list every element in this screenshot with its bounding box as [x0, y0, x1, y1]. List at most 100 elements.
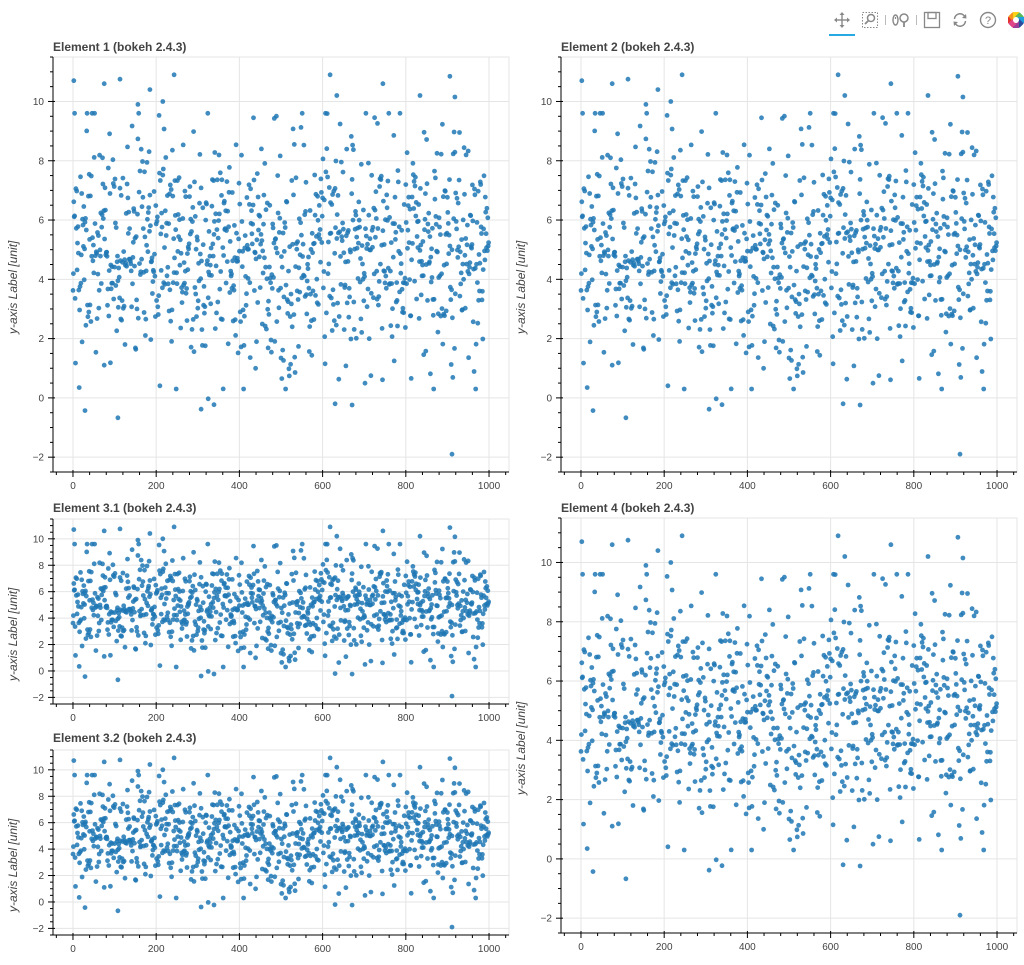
plot-frame [53, 57, 509, 472]
svg-text:1000: 1000 [478, 944, 501, 955]
svg-text:600: 600 [314, 481, 331, 492]
wheel-zoom-tool-button[interactable] [887, 7, 915, 33]
scatter-points [71, 525, 491, 699]
svg-text:0: 0 [38, 393, 44, 404]
scatter-points [71, 72, 491, 456]
svg-text:1000: 1000 [478, 481, 501, 492]
svg-text:2: 2 [38, 871, 44, 882]
pan-tool-button[interactable] [828, 7, 856, 33]
svg-text:800: 800 [397, 944, 414, 955]
svg-text:400: 400 [231, 713, 248, 724]
svg-text:2: 2 [38, 640, 44, 651]
svg-text:0: 0 [70, 481, 76, 492]
svg-text:600: 600 [314, 713, 331, 724]
svg-text:4: 4 [38, 845, 44, 856]
svg-text:8: 8 [38, 156, 44, 167]
svg-text:400: 400 [739, 481, 756, 492]
bokeh-logo-icon [1006, 10, 1024, 30]
plot-frame [561, 518, 1017, 933]
y-axis-label: y-axis Label [unit] [514, 194, 528, 334]
toolbar-separator [885, 15, 886, 25]
svg-text:−2: −2 [33, 693, 45, 704]
svg-text:10: 10 [541, 97, 553, 108]
grid-lines [561, 57, 1017, 472]
toolbar-separator [916, 15, 917, 25]
svg-text:0: 0 [38, 666, 44, 677]
plot-element-3-2[interactable]: Element 3.2 (bokeh 2.4.3) y-axis Label [… [53, 750, 509, 935]
box-zoom-tool-button[interactable] [856, 7, 884, 33]
svg-text:6: 6 [38, 216, 44, 227]
svg-text:8: 8 [38, 561, 44, 572]
svg-text:2: 2 [546, 334, 552, 345]
y-axis-label: y-axis Label [unit] [6, 194, 20, 334]
svg-text:200: 200 [148, 713, 165, 724]
svg-text:600: 600 [822, 481, 839, 492]
svg-text:400: 400 [231, 481, 248, 492]
save-icon [923, 11, 941, 29]
reset-tool-button[interactable] [946, 7, 974, 33]
svg-text:4: 4 [38, 614, 44, 625]
svg-text:200: 200 [148, 481, 165, 492]
plot-title: Element 1 (bokeh 2.4.3) [53, 40, 186, 54]
svg-text:200: 200 [656, 481, 673, 492]
plot-frame [561, 57, 1017, 472]
svg-text:4: 4 [546, 275, 552, 286]
grid-lines [53, 57, 509, 472]
svg-text:−2: −2 [33, 453, 45, 464]
svg-text:2: 2 [38, 334, 44, 345]
svg-text:600: 600 [314, 944, 331, 955]
wheel-zoom-icon [891, 11, 911, 29]
svg-text:800: 800 [905, 481, 922, 492]
svg-text:800: 800 [397, 713, 414, 724]
scatter-points [71, 756, 491, 930]
svg-text:?: ? [985, 15, 991, 27]
svg-text:−2: −2 [541, 453, 553, 464]
bokeh-logo-link[interactable] [1002, 7, 1024, 33]
svg-text:10: 10 [33, 534, 45, 545]
plot-element-3-1[interactable]: Element 3.1 (bokeh 2.4.3) y-axis Label [… [53, 519, 509, 704]
box-zoom-icon [861, 11, 879, 29]
svg-text:200: 200 [148, 944, 165, 955]
svg-text:0: 0 [38, 897, 44, 908]
svg-text:8: 8 [546, 156, 552, 167]
svg-text:1000: 1000 [986, 481, 1009, 492]
pan-icon [833, 11, 851, 29]
help-icon: ? [979, 11, 997, 29]
grid-lines [561, 518, 1017, 933]
scatter-points [579, 72, 999, 456]
svg-text:6: 6 [546, 216, 552, 227]
plot-element-4[interactable]: Element 4 (bokeh 2.4.3) y-axis Label [un… [561, 518, 1017, 933]
plot-title: Element 2 (bokeh 2.4.3) [561, 40, 694, 54]
reset-icon [951, 11, 969, 29]
svg-text:0: 0 [546, 393, 552, 404]
save-tool-button[interactable] [918, 7, 946, 33]
svg-text:10: 10 [33, 97, 45, 108]
svg-text:−2: −2 [33, 924, 45, 935]
y-axis-label: y-axis Label [unit] [6, 772, 20, 912]
svg-text:400: 400 [231, 944, 248, 955]
help-tool-button[interactable]: ? [974, 7, 1002, 33]
y-axis-label: y-axis Label [unit] [514, 655, 528, 795]
y-axis-label: y-axis Label [unit] [6, 541, 20, 681]
svg-text:0: 0 [578, 481, 584, 492]
bokeh-toolbar: ? [828, 6, 1024, 34]
svg-text:800: 800 [397, 481, 414, 492]
svg-text:0: 0 [70, 944, 76, 955]
scatter-points [579, 533, 999, 917]
svg-text:10: 10 [33, 765, 45, 776]
svg-text:8: 8 [38, 792, 44, 803]
plot-element-1[interactable]: Element 1 (bokeh 2.4.3) y-axis Label [un… [53, 57, 509, 472]
svg-text:0: 0 [70, 713, 76, 724]
svg-text:6: 6 [38, 818, 44, 829]
plot-title: Element 4 (bokeh 2.4.3) [561, 501, 694, 515]
plot-title: Element 3.1 (bokeh 2.4.3) [53, 501, 196, 515]
svg-text:4: 4 [38, 275, 44, 286]
svg-text:6: 6 [38, 587, 44, 598]
plot-element-2[interactable]: Element 2 (bokeh 2.4.3) y-axis Label [un… [561, 57, 1017, 472]
svg-text:1000: 1000 [478, 713, 501, 724]
